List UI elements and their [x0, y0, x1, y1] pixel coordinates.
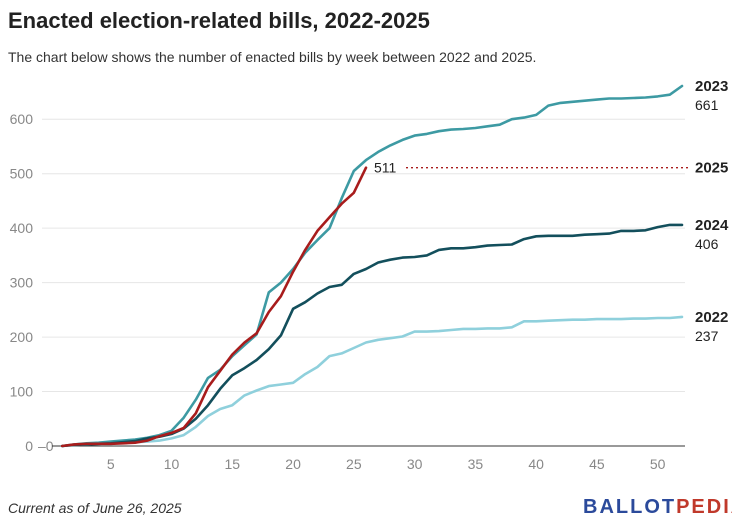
x-tick-label-25: 25 — [346, 456, 362, 472]
x-tick-label-30: 30 — [407, 456, 423, 472]
logo-part-2: PEDIA — [676, 496, 732, 518]
x-tick-label-10: 10 — [164, 456, 180, 472]
x-tick-label-20: 20 — [285, 456, 301, 472]
x-tick-label-50: 50 — [650, 456, 666, 472]
series-value-label-2023: 661 — [695, 97, 719, 113]
y-tick-label-100: 100 — [10, 384, 34, 400]
y-tick-label-300: 300 — [10, 275, 34, 291]
x-tick-label-45: 45 — [589, 456, 605, 472]
chart-subtitle: The chart below shows the number of enac… — [8, 49, 537, 65]
x-tick-label-15: 15 — [225, 456, 241, 472]
ballotpedia-logo: BALLOTPEDIA — [583, 496, 732, 519]
x-tick-label-35: 35 — [468, 456, 484, 472]
series-name-label-2023: 2023 — [695, 78, 728, 95]
y-tick-label-200: 200 — [10, 329, 34, 345]
x-tick-label-5: 5 — [107, 456, 115, 472]
logo-part-1: BALLOT — [583, 496, 677, 518]
y-tick-label-0: 0 — [25, 438, 33, 454]
series-value-label-2022: 237 — [695, 328, 719, 344]
series-name-label-2022: 2022 — [695, 309, 728, 326]
series-annotation-2025: 511 — [374, 160, 397, 176]
series-name-label-2025: 2025 — [695, 160, 728, 177]
series-line-2023 — [60, 84, 684, 448]
footer-note: Current as of June 26, 2025 — [8, 500, 182, 516]
series-name-label-2024: 2024 — [695, 217, 729, 234]
series-line-2025 — [60, 166, 368, 448]
y-tick-label-600: 600 — [10, 111, 34, 127]
zero-marker-label: –0 — [38, 438, 54, 454]
series-line-2024 — [60, 223, 684, 448]
x-tick-label-40: 40 — [528, 456, 544, 472]
y-tick-label-400: 400 — [10, 220, 34, 236]
series-value-label-2024: 406 — [695, 236, 719, 252]
y-tick-label-500: 500 — [10, 166, 34, 182]
chart-title: Enacted election-related bills, 2022-202… — [8, 8, 430, 33]
series-line-2022 — [60, 315, 684, 448]
